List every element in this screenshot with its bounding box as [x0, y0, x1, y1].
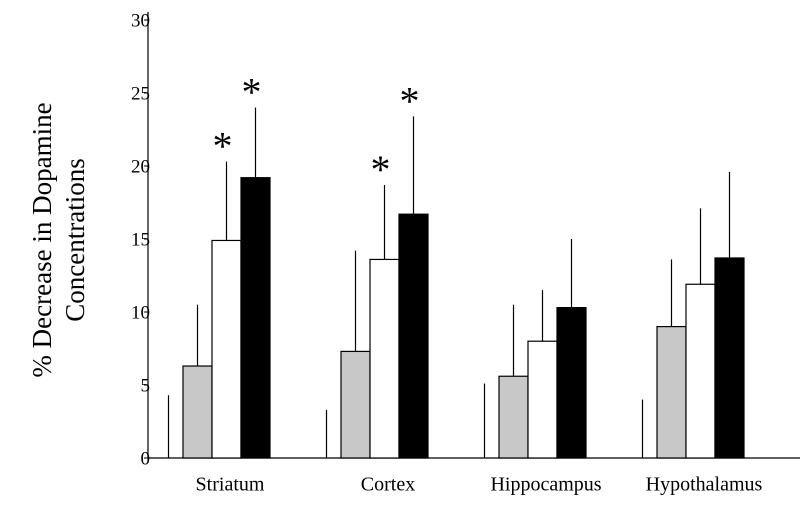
y-tick-label: 10 [131, 302, 150, 323]
x-tick-label: Cortex [361, 474, 415, 496]
y-tick-label: 5 [141, 375, 151, 396]
y-tick-label: 15 [131, 229, 150, 250]
x-tick-label: Striatum [196, 474, 265, 496]
y-label-line: Concentrations [60, 158, 90, 321]
bar [369, 258, 400, 459]
x-tick-label: Hypothalamus [646, 474, 763, 496]
bar [211, 239, 242, 459]
bar [527, 340, 558, 459]
bar [556, 307, 587, 459]
bar [714, 257, 745, 459]
bar [656, 326, 687, 459]
x-tick-label: Hippocampus [490, 474, 601, 496]
bar [398, 213, 429, 459]
significance-marker: * [400, 78, 420, 123]
y-tick-label: 30 [131, 10, 150, 31]
bar [340, 350, 371, 459]
bar [685, 283, 716, 459]
significance-marker: * [371, 147, 391, 192]
y-tick-label: 25 [131, 83, 150, 104]
bar [182, 365, 213, 459]
y-label-line: % Decrease in Dopamine [27, 102, 57, 377]
bar [498, 375, 529, 459]
significance-marker: * [213, 124, 233, 169]
y-axis-title: % Decrease in Dopamine Concentrations [27, 102, 90, 377]
significance-marker: * [242, 70, 262, 115]
y-tick-label: 0 [141, 448, 151, 469]
y-tick-label: 20 [131, 156, 150, 177]
bar [240, 177, 271, 459]
